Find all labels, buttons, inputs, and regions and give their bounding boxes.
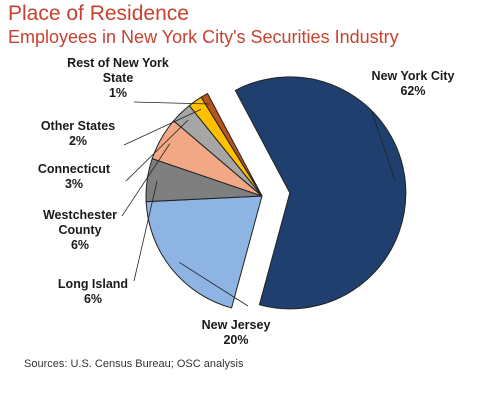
pie-slices bbox=[145, 76, 407, 310]
slice-label-new-york-city: New York City 62% bbox=[372, 69, 455, 98]
source-note: Sources: U.S. Census Bureau; OSC analysi… bbox=[24, 358, 244, 370]
leader-line-long-island bbox=[133, 181, 158, 282]
slice-labels: New York City 62% New Jersey 20% Long Island… bbox=[38, 56, 455, 347]
leader-line-new-jersey bbox=[179, 262, 249, 307]
slice-label-westchester-county: Westchester County 6% bbox=[43, 208, 117, 252]
slice-label-rest-of-new-york-state: Rest of New York State 1% bbox=[67, 56, 169, 100]
chart-subtitle: Employees in New York City's Securities … bbox=[8, 27, 399, 47]
slice-label-new-jersey: New Jersey 20% bbox=[202, 318, 271, 347]
chart-title: Place of Residence bbox=[8, 2, 189, 25]
slice-label-other-states: Other States 2% bbox=[41, 119, 115, 148]
slice-label-connecticut: Connecticut 3% bbox=[38, 162, 111, 191]
pie-slice-new-jersey bbox=[145, 195, 263, 309]
leader-lines bbox=[121, 101, 396, 307]
pie-slice-new-york-city bbox=[234, 76, 407, 310]
leader-line-connecticut bbox=[125, 119, 189, 182]
leader-line-westchester-county bbox=[121, 143, 171, 217]
leader-line-new-york-city bbox=[371, 111, 396, 182]
leader-line-rest-of-new-york-state bbox=[133, 101, 210, 105]
pie-slice-rest-of-new-york-state bbox=[200, 92, 263, 197]
leader-line-other-states bbox=[123, 109, 202, 146]
slice-label-long-island: Long Island 6% bbox=[58, 277, 128, 306]
